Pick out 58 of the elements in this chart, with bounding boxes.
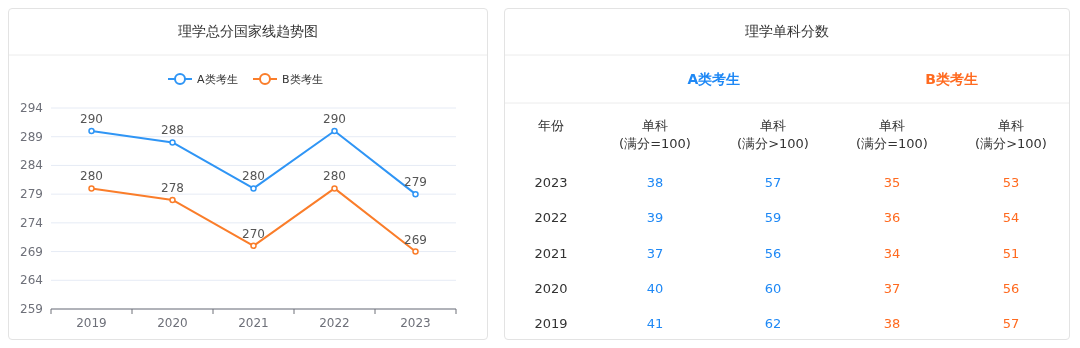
x-tick-label: 2020 — [157, 316, 188, 330]
y-axis-title: 年份 — [538, 118, 564, 133]
y-tick-label: 269 — [20, 244, 43, 259]
y-tick-label: 259 — [20, 302, 43, 316]
data-label: 36 — [883, 210, 901, 225]
text: A类考生 — [687, 71, 741, 87]
y-tick-label: 294 — [20, 101, 43, 115]
data-label: 278 — [161, 180, 184, 195]
data-label: 290 — [323, 111, 346, 126]
data-label: 288 — [161, 123, 184, 138]
data-label: 41 — [646, 316, 664, 331]
data-label: 269 — [404, 232, 427, 247]
data-label: 57 — [764, 175, 782, 190]
data-label: 54 — [1002, 210, 1020, 225]
data-label: 38 — [883, 316, 901, 331]
legend-label: A类考生 — [197, 73, 238, 86]
data-label: 57 — [1002, 316, 1020, 331]
x-tick-label: 单科 (满分=100) — [619, 118, 691, 151]
y-tick-label: 289 — [20, 129, 43, 144]
data-label: 280 — [80, 169, 103, 184]
data-label: 37 — [646, 246, 664, 261]
y-tick-label: 2023 — [534, 175, 568, 190]
x-tick-label: 2022 — [319, 316, 350, 330]
chart-title: 理学总分国家线趋势图 — [178, 23, 318, 39]
data-label: 279 — [404, 175, 427, 190]
x-tick-label: 2021 — [238, 316, 269, 330]
data-label: 37 — [883, 281, 901, 296]
data-label: 38 — [646, 175, 664, 190]
text: B类考生 — [925, 71, 978, 87]
data-label: 59 — [764, 210, 782, 225]
x-tick-label: 2019 — [76, 316, 107, 330]
data-label: 40 — [646, 281, 664, 296]
x-tick-label: 2023 — [400, 316, 431, 330]
data-label: 51 — [1002, 246, 1020, 261]
legend-label: B类考生 — [282, 73, 323, 86]
x-tick-label: 单科 (满分=100) — [856, 118, 928, 151]
y-tick-label: 279 — [20, 187, 43, 202]
y-tick-label: 2021 — [534, 246, 568, 261]
y-tick-label: 274 — [20, 215, 43, 230]
y-tick-label: 284 — [20, 158, 43, 173]
data-label: 270 — [242, 226, 265, 241]
data-label: 39 — [646, 210, 664, 225]
data-label: 56 — [764, 246, 782, 261]
data-label: 35 — [883, 175, 901, 190]
x-tick-label: 单科 (满分>100) — [975, 118, 1047, 151]
data-label: 62 — [764, 316, 782, 331]
data-label: 56 — [1002, 281, 1020, 296]
chart-title: 理学单科分数 — [745, 23, 829, 39]
x-tick-label: 单科 (满分>100) — [737, 118, 809, 151]
data-label: 60 — [764, 281, 782, 296]
y-tick-label: 264 — [20, 273, 43, 288]
data-label: 280 — [323, 169, 346, 184]
data-label: 290 — [80, 111, 103, 126]
data-label: 34 — [883, 246, 901, 261]
y-tick-label: 2020 — [534, 281, 568, 296]
data-label: 280 — [242, 169, 265, 184]
data-label: 53 — [1002, 175, 1020, 190]
y-tick-label: 2022 — [534, 210, 568, 225]
